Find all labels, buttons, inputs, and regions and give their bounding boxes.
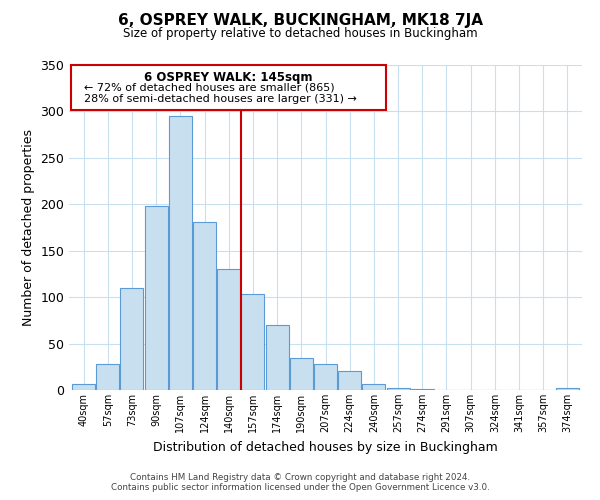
Bar (290, 358, 313, 390)
Bar (145, 206, 167, 390)
Text: Size of property relative to detached houses in Buckingham: Size of property relative to detached ho… (122, 28, 478, 40)
Bar (556, 388, 579, 390)
X-axis label: Distribution of detached houses by size in Buckingham: Distribution of detached houses by size … (153, 440, 498, 454)
Bar (121, 288, 143, 390)
Bar (386, 388, 410, 390)
Text: 6 OSPREY WALK: 145sqm: 6 OSPREY WALK: 145sqm (145, 72, 313, 85)
Bar (411, 389, 434, 390)
Bar (362, 384, 385, 390)
Bar (241, 294, 265, 390)
Bar (217, 270, 240, 390)
Y-axis label: Number of detached properties: Number of detached properties (22, 129, 35, 326)
Bar (96, 364, 119, 390)
Text: Contains HM Land Registry data © Crown copyright and database right 2024.
Contai: Contains HM Land Registry data © Crown c… (110, 473, 490, 492)
Text: ← 72% of detached houses are smaller (865): ← 72% of detached houses are smaller (86… (83, 82, 334, 92)
Bar (169, 116, 192, 390)
Bar (193, 222, 216, 390)
FancyBboxPatch shape (71, 65, 386, 110)
Text: 6, OSPREY WALK, BUCKINGHAM, MK18 7JA: 6, OSPREY WALK, BUCKINGHAM, MK18 7JA (118, 12, 482, 28)
Bar (72, 384, 95, 390)
Bar (338, 372, 361, 390)
Bar (266, 325, 289, 390)
Text: 28% of semi-detached houses are larger (331) →: 28% of semi-detached houses are larger (… (83, 94, 356, 104)
Bar (314, 364, 337, 390)
